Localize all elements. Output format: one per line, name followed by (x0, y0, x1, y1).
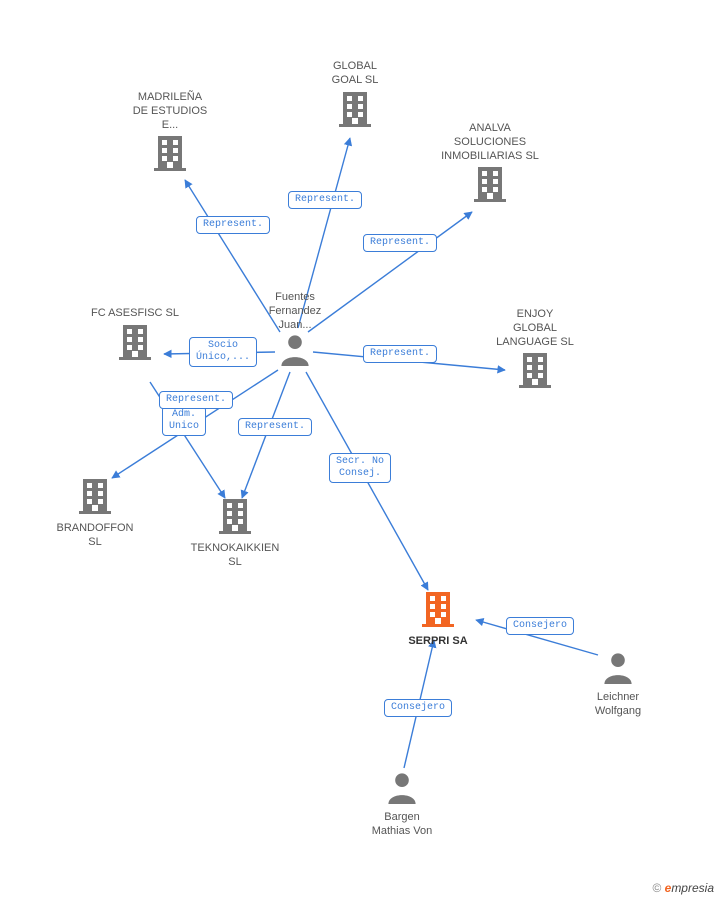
edge-label: Represent. (238, 418, 312, 436)
node-label: FC ASESFISC SL (65, 307, 205, 321)
building-icon (115, 321, 155, 366)
building-icon (150, 132, 190, 177)
node-tekno[interactable]: TEKNOKAIKKIEN SL (165, 495, 305, 570)
person-icon (278, 332, 312, 371)
building-icon (515, 349, 555, 394)
edge-label: Consejero (384, 699, 452, 717)
building-icon (215, 495, 255, 540)
building-icon (418, 588, 458, 633)
node-label: SERPRI SA (368, 635, 508, 649)
node-fcase[interactable]: FC ASESFISC SL (65, 305, 205, 366)
watermark: © empresia (652, 881, 714, 895)
node-brandoffon[interactable]: BRANDOFFON SL (25, 475, 165, 550)
edge-label: Secr. No Consej. (329, 453, 391, 483)
brand-logo: empresia (665, 881, 714, 895)
person-icon (385, 770, 419, 809)
node-label: ANALVA SOLUCIONES INMOBILIARIAS SL (420, 122, 560, 163)
node-label: Leichner Wolfgang (548, 691, 688, 719)
person-icon (601, 650, 635, 689)
edge-label: Represent. (363, 345, 437, 363)
node-label: ENJOY GLOBAL LANGUAGE SL (465, 308, 605, 349)
node-serpri[interactable]: SERPRI SA (368, 588, 508, 649)
edge-label: Represent. (288, 191, 362, 209)
building-icon (335, 88, 375, 133)
edge-label: Represent. (363, 234, 437, 252)
node-analva[interactable]: ANALVA SOLUCIONES INMOBILIARIAS SL (420, 120, 560, 208)
node-label: Bargen Mathias Von (332, 811, 472, 839)
edge-label: Adm. Unico (162, 406, 206, 436)
building-icon (75, 475, 115, 520)
node-label: GLOBAL GOAL SL (285, 60, 425, 88)
node-label: BRANDOFFON SL (25, 522, 165, 550)
node-label: Fuentes Fernandez Juan... (225, 291, 365, 332)
building-icon (470, 163, 510, 208)
edge-label: Represent. (159, 391, 233, 409)
node-leichner[interactable]: Leichner Wolfgang (548, 650, 688, 719)
edge-label: Socio Único,... (189, 337, 257, 367)
node-madrilena[interactable]: MADRILEÑA DE ESTUDIOS E... (100, 89, 240, 177)
copyright-symbol: © (652, 881, 661, 895)
node-bargen[interactable]: Bargen Mathias Von (332, 770, 472, 839)
network-diagram: Fuentes Fernandez Juan... MADRILEÑA DE E… (0, 0, 728, 905)
edge-label: Represent. (196, 216, 270, 234)
node-enjoy[interactable]: ENJOY GLOBAL LANGUAGE SL (465, 306, 605, 394)
node-label: MADRILEÑA DE ESTUDIOS E... (100, 91, 240, 132)
node-global[interactable]: GLOBAL GOAL SL (285, 58, 425, 133)
node-label: TEKNOKAIKKIEN SL (165, 542, 305, 570)
edge-label: Consejero (506, 617, 574, 635)
